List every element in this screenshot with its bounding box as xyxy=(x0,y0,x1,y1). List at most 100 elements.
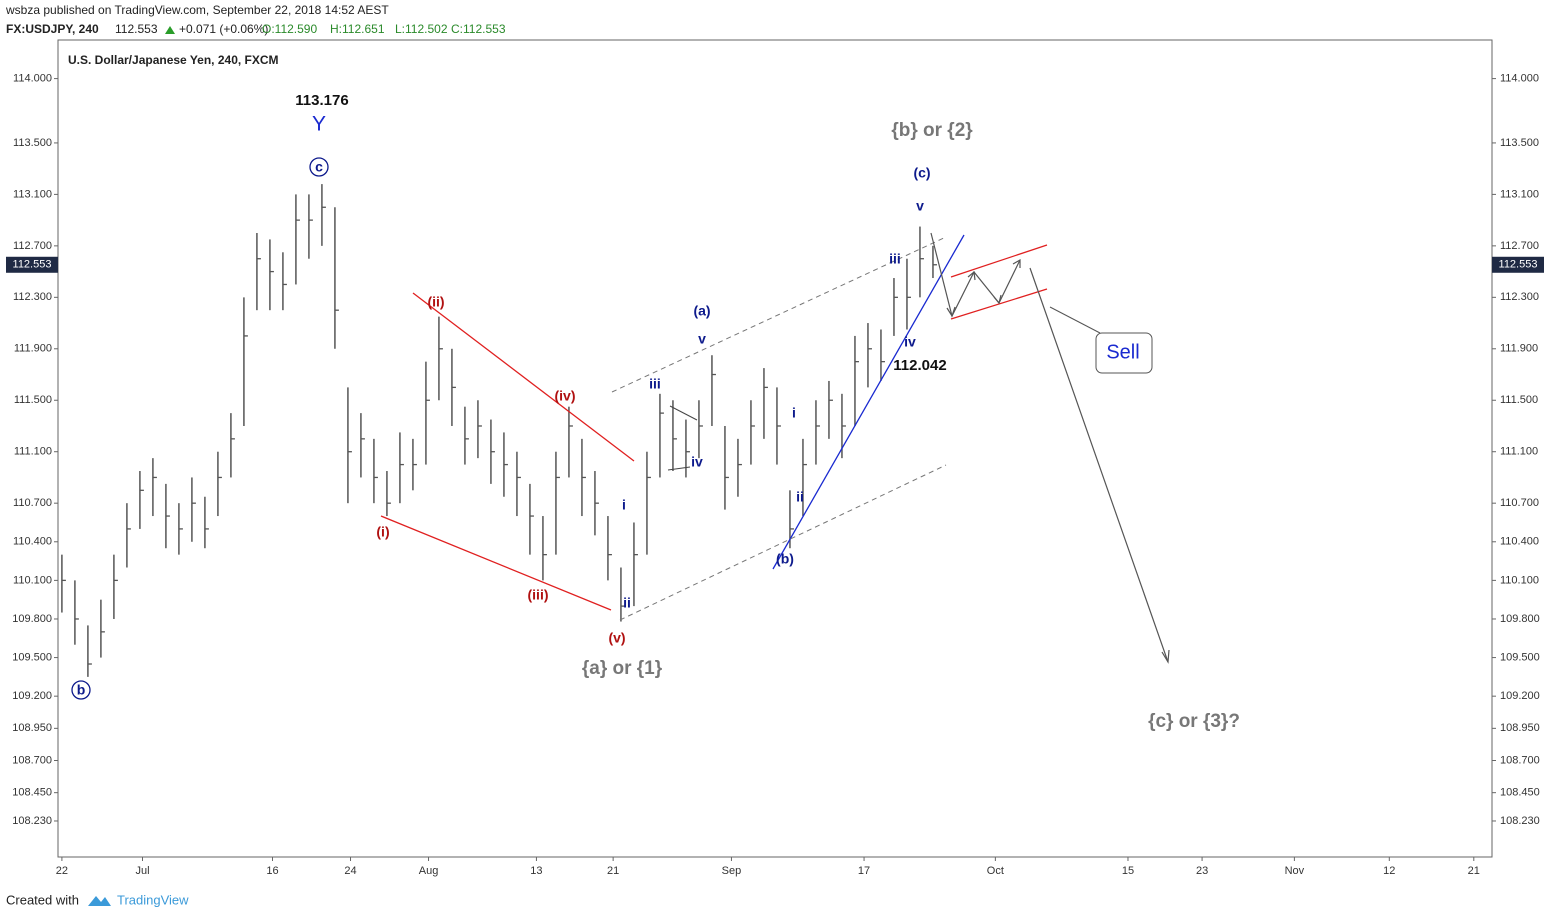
annotation: iii xyxy=(889,251,901,267)
channel-line xyxy=(950,244,1048,278)
y-tick-label: 111.900 xyxy=(14,343,52,355)
annotation: ii xyxy=(623,595,631,611)
callout-line xyxy=(1049,306,1101,334)
y-tick-label: 108.950 xyxy=(1500,722,1540,734)
wedge-line xyxy=(380,515,612,611)
annotation: ii xyxy=(796,489,804,505)
y-tick-label: 108.230 xyxy=(12,815,52,827)
brand[interactable]: TradingView xyxy=(117,892,189,907)
x-tick-label: 17 xyxy=(858,865,870,877)
callout-box xyxy=(1095,332,1153,374)
change: +0.071 (+0.06%) xyxy=(179,22,268,36)
x-tick-label: Nov xyxy=(1285,865,1305,877)
y-tick-label: 110.400 xyxy=(1500,536,1539,548)
x-tick-label: 13 xyxy=(530,865,542,877)
annotation: (iv) xyxy=(555,388,576,404)
annotation: b xyxy=(77,682,86,698)
annotation: 112.042 xyxy=(893,357,946,374)
y-tick-label: 112.300 xyxy=(1500,291,1539,303)
y-tick-label: 108.450 xyxy=(1500,787,1540,799)
annotation: (ii) xyxy=(427,294,444,310)
annotation: i xyxy=(792,405,796,421)
annotation: c xyxy=(315,159,323,175)
y-tick-label: 108.700 xyxy=(12,754,52,766)
y-tick-label: 113.100 xyxy=(13,188,52,200)
annotation: {c} or {3}? xyxy=(1148,711,1240,732)
symbol: FX:USDJPY, 240 xyxy=(6,22,99,36)
close: C:112.553 xyxy=(451,22,506,36)
annotation: Sell xyxy=(1106,341,1139,363)
annotation: (b) xyxy=(776,551,794,567)
triangle xyxy=(667,405,698,471)
plot-frame xyxy=(57,39,1493,858)
y-tick-label: 108.450 xyxy=(12,787,52,799)
y-tick-label: 111.900 xyxy=(1500,343,1538,355)
x-tick-label: 21 xyxy=(607,865,619,877)
last-price-label: 112.553 xyxy=(13,259,52,271)
wedge-line xyxy=(412,292,635,462)
y-tick-label: 110.100 xyxy=(13,574,52,586)
annotation: v xyxy=(916,198,924,214)
trend-line xyxy=(772,234,965,570)
annotation: iii xyxy=(649,376,661,392)
y-tick-label: 114.000 xyxy=(13,73,52,85)
annotation: (iii) xyxy=(528,587,549,603)
circle-mark xyxy=(309,157,329,177)
annotation: {a} or {1} xyxy=(582,658,663,679)
x-tick-label: 24 xyxy=(344,865,356,877)
y-tick-label: 114.000 xyxy=(1500,73,1539,85)
open: O:112.590 xyxy=(262,22,317,36)
y-tick-label: 110.100 xyxy=(1500,574,1539,586)
x-tick-label: 16 xyxy=(266,865,278,877)
arrow-head xyxy=(1161,649,1170,664)
last-price-label: 112.553 xyxy=(1499,259,1538,271)
y-tick-label: 108.950 xyxy=(12,722,52,734)
target-arrow xyxy=(1029,267,1169,663)
circle-mark xyxy=(71,680,91,700)
x-tick-label: 15 xyxy=(1122,865,1134,877)
drawings xyxy=(71,157,1170,700)
y-tick-label: 109.800 xyxy=(12,613,52,625)
y-tick-label: 109.500 xyxy=(12,651,52,663)
low: L:112.502 xyxy=(395,22,448,36)
x-tick-label: Aug xyxy=(419,865,439,877)
annotation: (v) xyxy=(608,630,625,646)
chart-title: U.S. Dollar/Japanese Yen, 240, FXCM xyxy=(68,53,279,67)
y-tick-label: 110.400 xyxy=(13,536,52,548)
x-tick-label: 12 xyxy=(1383,865,1395,877)
y-tick-label: 109.200 xyxy=(1500,690,1540,702)
annotation: Y xyxy=(312,113,326,136)
y-tick-label: 112.700 xyxy=(1500,240,1539,252)
y-tick-label: 109.200 xyxy=(12,690,52,702)
arrow-heads xyxy=(946,258,1021,318)
last-price-tag xyxy=(1492,256,1544,273)
y-tick-label: 113.500 xyxy=(13,137,52,149)
channel-dashed xyxy=(611,236,947,393)
y-tick-label: 111.500 xyxy=(1500,394,1538,406)
y-tick-label: 109.800 xyxy=(1500,613,1540,625)
x-tick-label: Jul xyxy=(135,865,149,877)
y-tick-label: 110.700 xyxy=(13,497,52,509)
y-tick-label: 112.700 xyxy=(13,240,52,252)
annotation: iv xyxy=(691,454,703,470)
y-tick-label: 110.700 xyxy=(1500,497,1539,509)
annotation: (c) xyxy=(913,165,930,181)
y-tick-label: 111.500 xyxy=(14,394,52,406)
y-tick-label: 108.230 xyxy=(1500,815,1540,827)
y-tick-label: 111.100 xyxy=(14,446,52,458)
channel-line xyxy=(950,288,1048,320)
x-tick-label: 21 xyxy=(1468,865,1480,877)
x-tick-label: Sep xyxy=(722,865,742,877)
annotation: i xyxy=(622,497,626,513)
y-tick-label: 112.300 xyxy=(13,291,52,303)
published: wsbza published on TradingView.com, Sept… xyxy=(5,3,389,17)
annotation: {b} or {2} xyxy=(891,120,973,141)
annotations: 113.176 Y c b (ii) (iv) (i) (iii) (v) {a… xyxy=(77,92,1240,732)
y-tick-label: 113.100 xyxy=(1500,188,1539,200)
price: 112.553 xyxy=(115,22,158,36)
annotation: iv xyxy=(904,334,916,350)
x-tick-label: 23 xyxy=(1196,865,1208,877)
annotation: (i) xyxy=(376,524,389,540)
